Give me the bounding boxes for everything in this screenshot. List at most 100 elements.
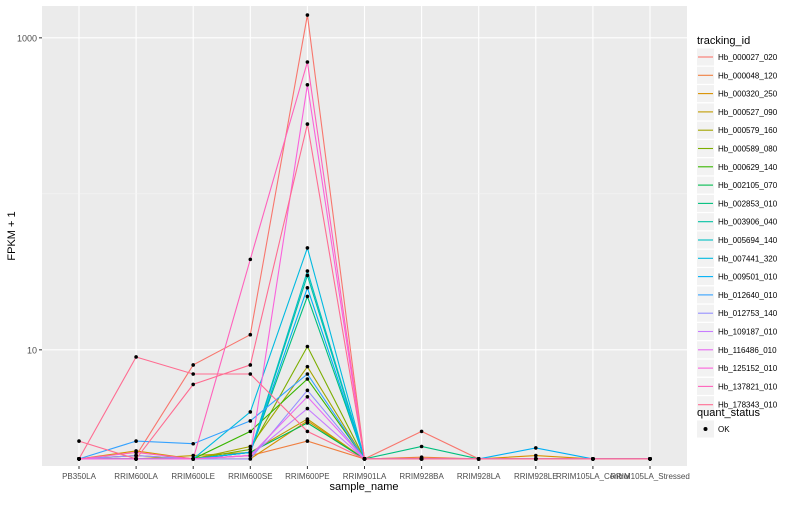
data-point <box>134 453 138 458</box>
data-point <box>305 344 310 349</box>
data-point <box>77 439 81 443</box>
data-point <box>305 421 310 425</box>
x-tick-label: RRIM105LA_Control <box>556 472 630 481</box>
x-tick-label: RRIM928LA <box>457 472 501 481</box>
x-axis: PB350LA RRIM600LA RRIM600LE RRIM600SE RRIM60… <box>62 466 690 481</box>
data-point <box>248 419 253 423</box>
grid-lines <box>42 6 687 466</box>
data-point <box>191 363 195 367</box>
legend-label: Hb_002105_070 <box>718 181 778 190</box>
data-point <box>419 444 424 449</box>
data-point <box>248 429 253 434</box>
shape-legend-title: quant_status <box>697 407 760 419</box>
legend-title: tracking_id <box>697 35 750 47</box>
x-tick-label: RRIM928BA <box>399 472 444 481</box>
data-point <box>248 363 253 367</box>
x-tick-label: RRIM600SE <box>228 472 272 481</box>
data-point <box>534 446 538 450</box>
data-point <box>305 285 310 290</box>
data-point <box>248 372 253 376</box>
data-point <box>191 382 195 387</box>
data-point <box>248 453 253 458</box>
x-tick-label: PB350LA <box>62 472 96 481</box>
data-point <box>134 439 138 443</box>
legend-label: Hb_003906_040 <box>718 218 778 227</box>
data-point <box>248 410 253 414</box>
data-point <box>134 457 138 461</box>
legend-label: Hb_125152_010 <box>718 364 778 373</box>
data-point <box>305 429 310 434</box>
data-point <box>305 372 310 376</box>
data-point <box>77 457 81 461</box>
x-tick-label: RRIM600LE <box>171 472 215 481</box>
data-point <box>362 457 367 461</box>
x-tick-label: RRIM928LE <box>514 472 558 481</box>
data-point <box>248 257 253 262</box>
legend-label: Hb_007441_320 <box>718 254 778 263</box>
x-tick-label: RRIM600LA <box>114 472 158 481</box>
data-point <box>305 388 310 393</box>
data-point <box>305 364 310 369</box>
data-point <box>305 406 310 411</box>
data-point <box>248 332 253 337</box>
legend-label: Hb_000527_090 <box>718 108 778 117</box>
y-axis: 10 1000 <box>17 33 42 355</box>
data-point <box>591 457 595 461</box>
data-point <box>305 269 310 273</box>
legend-label: Hb_005694_140 <box>718 236 778 245</box>
legend-label: Hb_137821_010 <box>718 382 778 391</box>
legend-label: Hb_000027_020 <box>718 53 778 62</box>
legend-label: Hb_000589_080 <box>718 145 778 154</box>
data-point <box>419 457 424 461</box>
legend-label: Hb_000579_160 <box>718 126 778 135</box>
legend-label: Hb_000048_120 <box>718 71 778 80</box>
data-point <box>305 122 310 126</box>
legend-label: Hb_178343_010 <box>718 401 778 410</box>
data-point <box>191 372 195 376</box>
data-point <box>248 444 253 449</box>
y-tick-label: 10 <box>27 345 37 355</box>
x-tick-label: RRIM901LA <box>343 472 387 481</box>
data-point <box>305 82 310 87</box>
data-point <box>305 60 310 64</box>
legend-label: Hb_000629_140 <box>718 163 778 172</box>
shape-legend-label: OK <box>718 425 730 434</box>
data-point <box>534 457 538 461</box>
x-axis-title: sample_name <box>329 481 398 493</box>
legend-label: Hb_012753_140 <box>718 309 778 318</box>
data-point <box>191 441 195 446</box>
data-point <box>191 457 195 461</box>
legend-label: Hb_009501_010 <box>718 273 778 282</box>
legend-label: Hb_116486_010 <box>718 346 777 355</box>
data-point <box>134 450 138 455</box>
data-point <box>476 457 481 461</box>
data-point <box>248 450 253 455</box>
data-point <box>648 457 652 461</box>
legend-label: Hb_000320_250 <box>718 90 778 99</box>
data-point <box>305 439 310 443</box>
data-point <box>305 273 310 278</box>
data-point <box>305 246 310 250</box>
legend-label: Hb_012640_010 <box>718 291 778 300</box>
data-point <box>305 394 310 399</box>
data-point <box>305 13 310 17</box>
data-point <box>248 457 253 461</box>
x-tick-label: RRIM105LA_Stressed <box>610 472 690 481</box>
legend-label: Hb_109187_010 <box>718 328 778 337</box>
x-tick-label: RRIM600PE <box>285 472 329 481</box>
data-points <box>77 13 652 461</box>
data-point <box>305 377 310 381</box>
data-point <box>419 429 424 434</box>
legend: tracking_id Hb_000027_020 Hb_000048_120 Hb… <box>697 35 778 414</box>
y-tick-label: 1000 <box>17 33 37 43</box>
shape-legend-point <box>703 427 708 431</box>
data-point <box>191 453 195 458</box>
data-point <box>248 447 253 452</box>
data-point <box>305 294 310 299</box>
legend-label: Hb_002853_010 <box>718 199 778 208</box>
y-axis-title: FPKM + 1 <box>6 211 18 260</box>
data-point <box>305 417 310 421</box>
data-point <box>134 355 138 359</box>
